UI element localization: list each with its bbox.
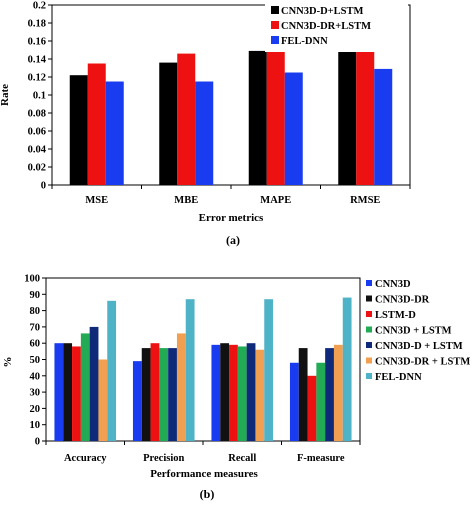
bar-lstm-d-f-measure	[307, 375, 317, 441]
x-axis-title: Error metrics	[199, 212, 264, 224]
y-axis-title: Rate	[0, 84, 11, 106]
x-tick-label: MBE	[174, 195, 198, 206]
y-tick-label: 0.1	[33, 91, 46, 102]
y-tick-label: 0.02	[28, 163, 46, 174]
y-tick-label: 10	[30, 420, 41, 431]
y-tick-label: 50	[30, 355, 41, 366]
y-tick-label: 60	[30, 339, 41, 350]
y-tick-label: 0	[35, 437, 40, 448]
legend-swatch	[366, 295, 372, 302]
legend-entry: CNN3D-DR+LSTM	[281, 21, 371, 32]
y-tick-label: 30	[30, 388, 41, 399]
legend-entry: CNN3D + LSTM	[375, 326, 452, 337]
legend-swatch	[271, 36, 279, 44]
legend-entry: FEL-DNN	[375, 372, 422, 383]
bar-lstm-d-precision	[150, 343, 160, 441]
x-tick-label: Accuracy	[64, 453, 107, 464]
bar-cnn3d-precision	[132, 361, 142, 441]
x-tick-label: RMSE	[350, 195, 380, 206]
y-tick-label: 70	[30, 322, 41, 333]
legend-entry: FEL-DNN	[281, 36, 328, 47]
bar-cnn3d-d-lstm-f-measure	[325, 348, 334, 441]
legend-swatch	[366, 373, 372, 379]
y-tick-label: 0.08	[28, 109, 46, 120]
y-tick-label: 20	[30, 404, 41, 415]
bar-cnn3d-dr-lstm-mse	[87, 63, 106, 185]
legend-entry: CNN3D-D + LSTM	[375, 341, 463, 352]
bar-cnn3d-dr-recall	[220, 343, 230, 441]
x-tick-label: F-measure	[297, 453, 345, 464]
bar-cnn3d-dr-f-measure	[298, 348, 308, 441]
bar-cnn3d-d-lstm-recall	[246, 343, 256, 441]
bar-fel-dnn-mse	[105, 81, 124, 185]
bar-fel-dnn-recall	[264, 299, 274, 441]
bar-cnn3d-dr-precision	[141, 348, 151, 441]
y-tick-label: 0.04	[28, 145, 47, 156]
bar-cnn3d-f-measure	[289, 362, 299, 441]
bar-cnn3d-d-lstm-precision	[168, 348, 177, 441]
bar-fel-dnn-rmse	[374, 68, 393, 185]
legend-swatch	[366, 326, 372, 333]
legend-swatch	[366, 342, 372, 348]
legend-swatch	[366, 280, 372, 286]
bar-cnn3d-lstm-precision	[159, 348, 169, 441]
legend-entry: CNN3D-D+LSTM	[281, 6, 363, 17]
bar-cnn3d-d-lstm-accuracy	[89, 326, 99, 441]
bar-fel-dnn-f-measure	[342, 297, 352, 441]
bar-lstm-d-accuracy	[72, 346, 81, 441]
y-tick-label: 0.16	[28, 37, 46, 48]
bar-cnn3d-dr-lstm-rmse	[356, 39, 375, 186]
legend-swatch	[271, 21, 279, 29]
x-axis-title: Performance measures	[150, 468, 258, 480]
legend-entry: CNN3D-DR + LSTM	[375, 357, 470, 368]
panel-label: (a)	[226, 233, 240, 247]
legend-entry: LSTM-D	[375, 310, 416, 321]
legend-entry: CNN3D	[375, 279, 411, 290]
panel-label: (b)	[200, 487, 215, 501]
bar-cnn3d-lstm-accuracy	[80, 333, 90, 441]
x-tick-label: MAPE	[260, 195, 291, 206]
x-tick-label: MSE	[85, 195, 108, 206]
x-tick-label: Recall	[228, 453, 256, 464]
bar-cnn3d-d-lstm-mbe	[159, 62, 178, 185]
bar-cnn3d-dr-lstm-mape	[266, 49, 285, 185]
bar-cnn3d-dr-lstm-accuracy	[98, 359, 108, 441]
legend-swatch	[366, 357, 372, 364]
legend-background	[265, 3, 408, 52]
bar-cnn3d-d-lstm-mape	[248, 50, 267, 186]
legend-entry: CNN3D-DR	[375, 295, 430, 306]
x-tick-label: Precision	[143, 453, 184, 464]
bar-fel-dnn-precision	[185, 299, 195, 441]
bar-lstm-d-recall	[229, 344, 238, 441]
bar-fel-dnn-mape	[284, 72, 303, 185]
y-tick-label: 0.14	[28, 55, 47, 66]
bar-fel-dnn-mbe	[195, 81, 214, 185]
bar-cnn3d-d-lstm-rmse	[338, 47, 357, 185]
bar-cnn3d-dr-lstm-f-measure	[333, 344, 343, 441]
y-tick-label: 0	[41, 181, 46, 192]
bar-cnn3d-dr-lstm-precision	[176, 333, 186, 441]
y-tick-label: 0.2	[33, 1, 46, 12]
y-tick-label: 90	[30, 290, 41, 301]
y-tick-label: 80	[30, 306, 41, 317]
bar-cnn3d-lstm-recall	[237, 346, 247, 441]
legend-swatch	[366, 311, 372, 317]
y-axis-title: %	[2, 357, 14, 368]
y-tick-label: 0.06	[28, 127, 46, 138]
bar-cnn3d-lstm-f-measure	[316, 362, 326, 441]
bar-cnn3d-recall	[211, 344, 221, 441]
y-tick-label: 0.12	[28, 73, 46, 84]
bar-cnn3d-dr-accuracy	[63, 343, 73, 441]
y-tick-label: 40	[30, 371, 41, 382]
y-tick-label: 100	[24, 274, 40, 285]
legend-swatch	[271, 6, 279, 14]
bar-fel-dnn-accuracy	[107, 300, 117, 441]
bar-cnn3d-dr-lstm-mbe	[177, 53, 196, 185]
bar-cnn3d-accuracy	[54, 343, 64, 441]
bar-cnn3d-d-lstm-mse	[69, 75, 88, 185]
y-tick-label: 0.18	[28, 19, 46, 30]
bar-cnn3d-dr-lstm-recall	[255, 349, 265, 441]
